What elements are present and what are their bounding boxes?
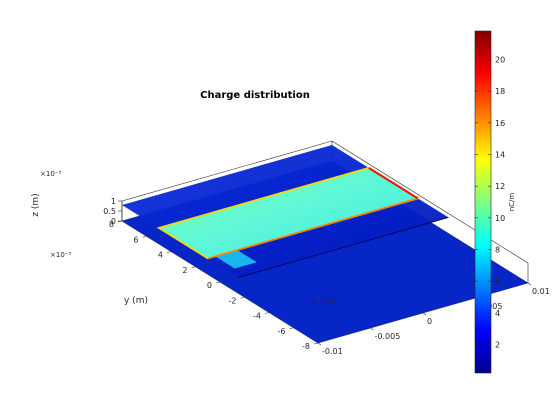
y-tick-label: 0 [207, 281, 212, 290]
z-axis-label: z (m) [31, 193, 41, 216]
y-tick-label: -4 [253, 312, 261, 321]
chart-title: Charge distribution [200, 90, 310, 101]
colorbar-tick-label: 20 [495, 56, 505, 65]
y-exponent: ×10⁻³ [50, 251, 71, 259]
y-tick-label: 8 [109, 220, 114, 229]
x-tick-mark [527, 282, 532, 286]
colorbar-label: nC/m [508, 193, 516, 212]
y-tick-label: 6 [133, 235, 138, 244]
x-tick-label: -0.01 [322, 347, 343, 356]
colorbar-gradient [474, 30, 492, 374]
x-axis-label: x (m) [312, 297, 336, 307]
dielectric-edge-line [238, 217, 449, 278]
y-tick-mark [191, 266, 196, 269]
colorbar-tick-label: 10 [495, 214, 505, 223]
x-tick-label: 0 [427, 317, 432, 326]
x-tick-mark [422, 312, 427, 316]
z-tick-label: 0.5 [103, 207, 116, 216]
colorbar-tick-label: 12 [495, 182, 505, 191]
x-tick-mark [370, 327, 374, 331]
z-exponent: ×10⁻³ [40, 170, 61, 178]
x-tick-mark [317, 342, 322, 346]
y-tick-mark [264, 312, 270, 314]
charge-surfaces [122, 145, 528, 343]
colorbar-tick-label: 16 [495, 119, 505, 128]
colorbar-tick-label: 4 [495, 309, 500, 318]
x-tick-label: 0.01 [532, 287, 550, 296]
y-tick-label: -8 [302, 342, 310, 351]
strip-corner-hot [368, 166, 419, 200]
strip-edge-hot [207, 197, 418, 260]
colorbar: 2 4 6 8 10 12 14 16 18 20 [474, 30, 505, 374]
z-tick-label: 1 [111, 197, 116, 206]
y-tick-mark [313, 342, 319, 345]
x-tick-label: -0.005 [375, 332, 401, 341]
y-tick-mark [166, 251, 172, 253]
z-tick-label: 0 [111, 217, 116, 226]
y-tick-mark [289, 327, 294, 330]
axes-box-edge [331, 140, 529, 264]
colorbar-tick-label: 18 [495, 87, 505, 96]
axes-box-edge [121, 140, 333, 202]
y-tick-label: -2 [229, 296, 237, 305]
y-tick-mark [240, 296, 245, 299]
y-tick-mark [215, 281, 221, 284]
y-tick-label: 4 [158, 251, 163, 260]
y-axis-label: y (m) [124, 296, 148, 306]
colorbar-tick-label: 2 [495, 341, 500, 350]
strip-edge-glow [215, 250, 257, 269]
colorbar-tick-label: 14 [495, 151, 505, 160]
y-tick-mark [142, 235, 147, 238]
y-tick-label: 2 [182, 266, 187, 275]
colorbar-tick-label: 6 [495, 277, 500, 286]
colorbar-tick-label: 8 [495, 246, 500, 255]
y-tick-label: -6 [278, 327, 286, 336]
